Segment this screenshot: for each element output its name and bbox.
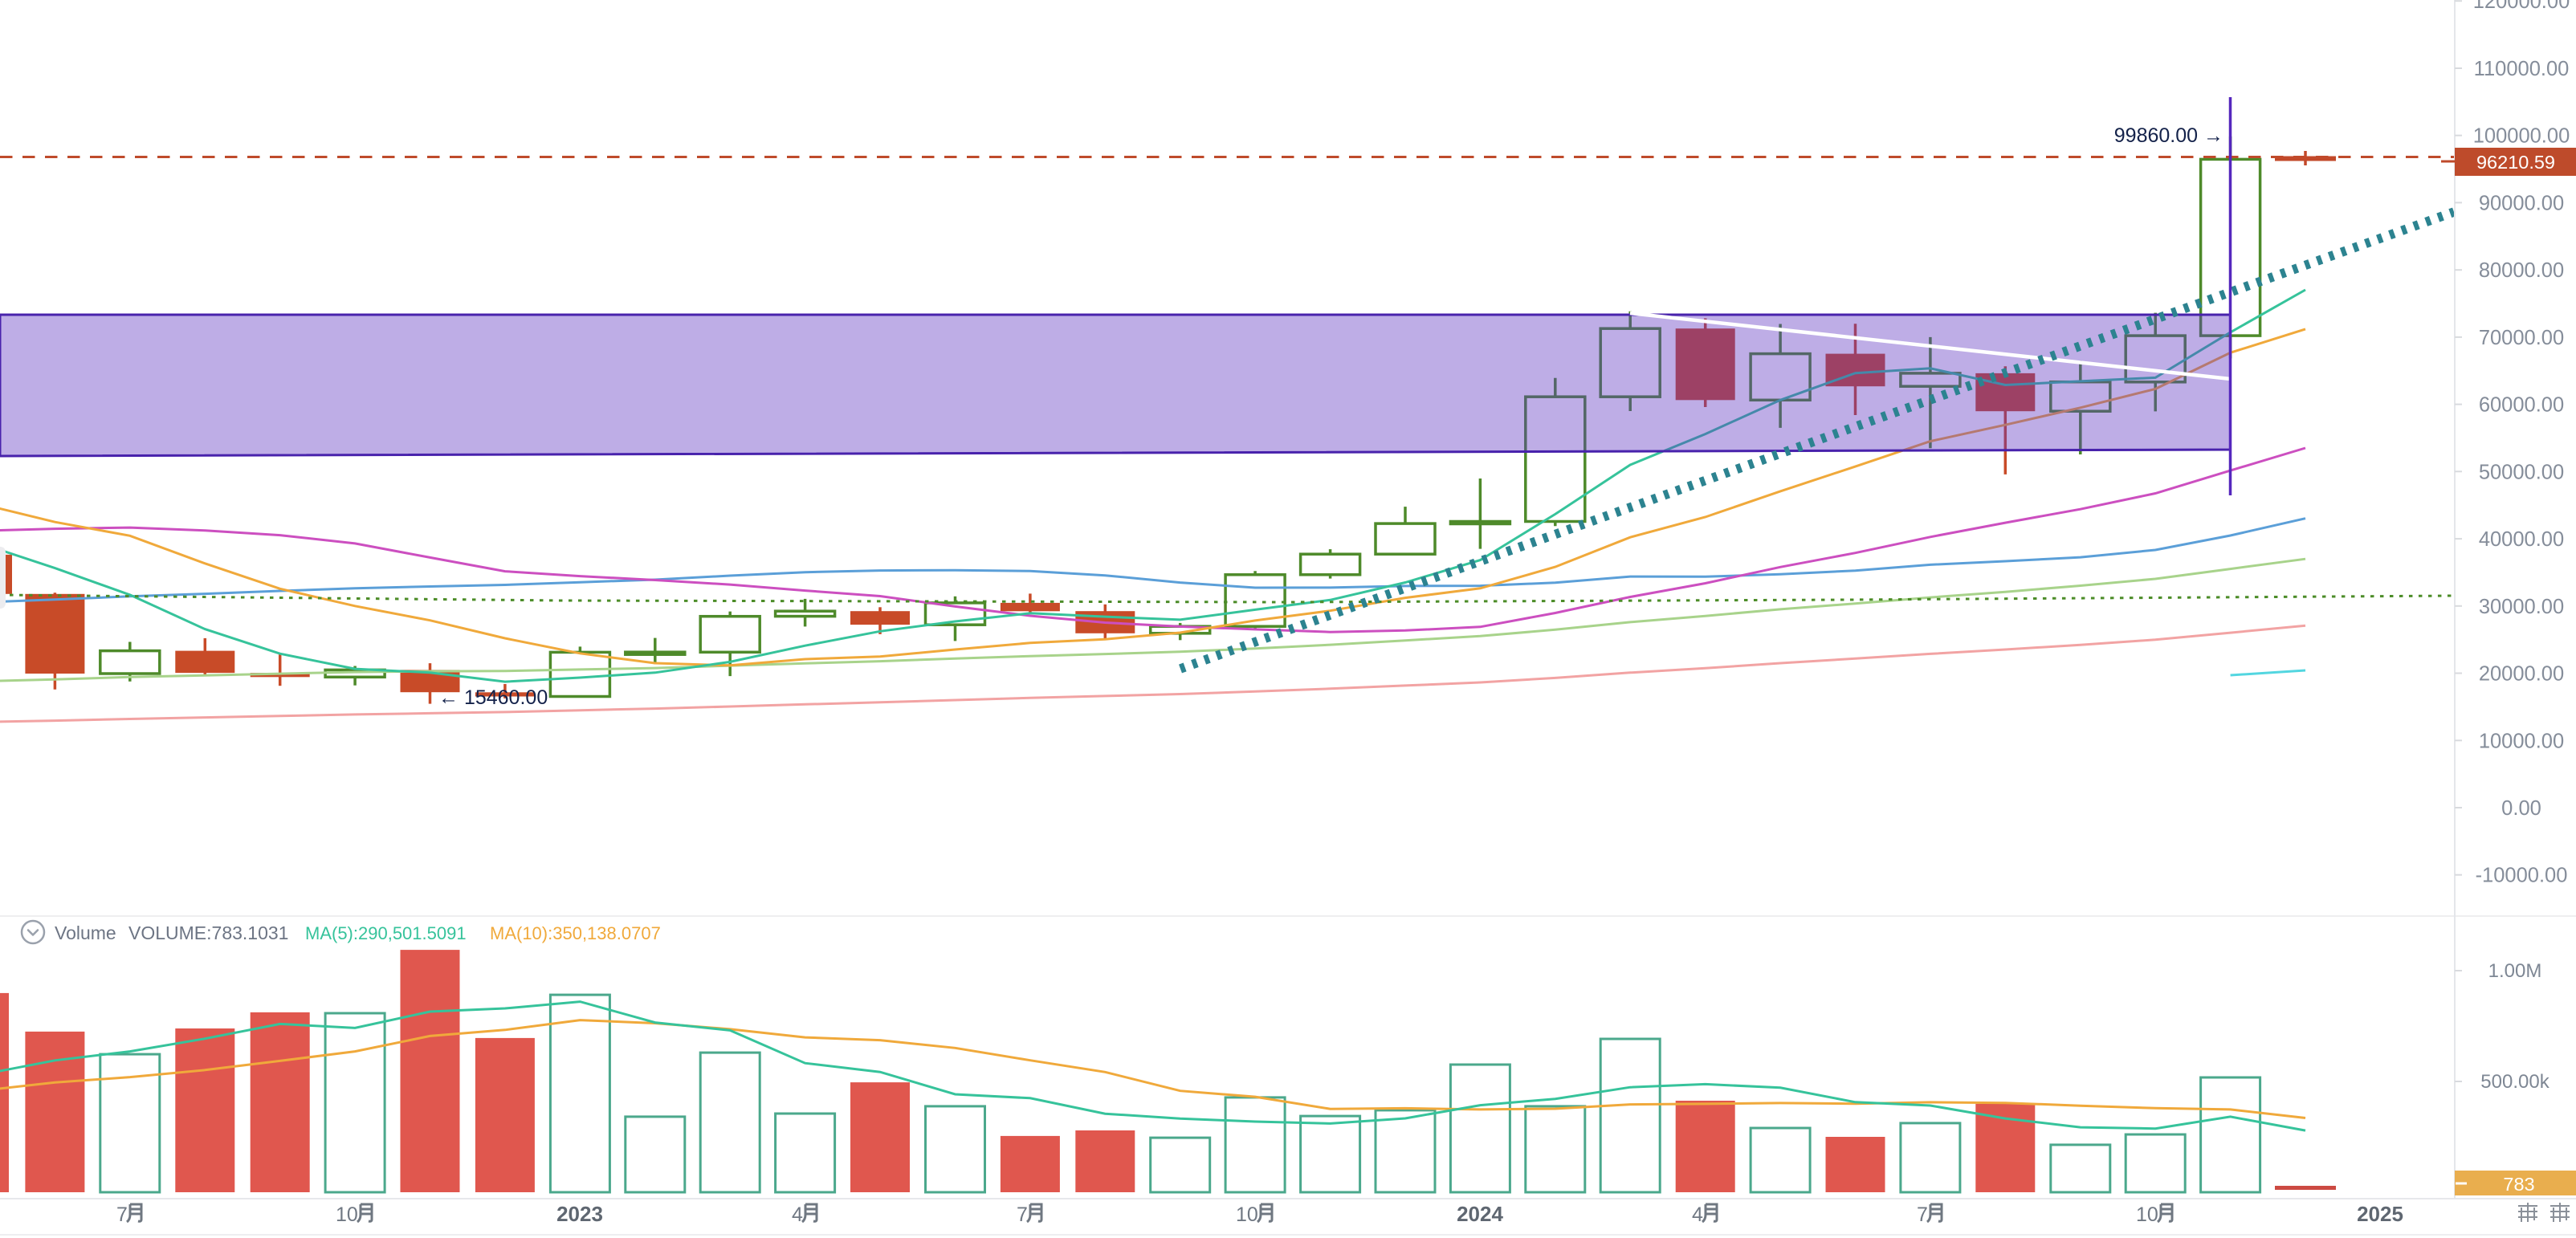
svg-text:2025: 2025 (2357, 1202, 2403, 1226)
svg-text:99860.00 →: 99860.00 → (2114, 124, 2223, 147)
svg-text:2023: 2023 (556, 1202, 603, 1226)
svg-text:100000.00: 100000.00 (2473, 125, 2570, 148)
svg-text:7: 7 (1017, 1203, 1028, 1226)
svg-text:2024: 2024 (1457, 1202, 1503, 1226)
svg-text:0.00: 0.00 (2501, 797, 2541, 820)
svg-text:Volume: Volume (55, 922, 116, 943)
svg-text:7: 7 (116, 1203, 128, 1226)
svg-text:96210.59: 96210.59 (2476, 152, 2555, 173)
svg-text:MA(10):350,138.0707: MA(10):350,138.0707 (490, 923, 661, 943)
svg-text:1.00M: 1.00M (2488, 960, 2542, 982)
svg-text:500.00k: 500.00k (2480, 1071, 2550, 1093)
svg-text:70000.00: 70000.00 (2479, 327, 2564, 349)
svg-text:10: 10 (2136, 1203, 2158, 1226)
svg-text:30000.00: 30000.00 (2479, 596, 2564, 618)
svg-text:50000.00: 50000.00 (2479, 461, 2564, 483)
svg-text:20000.00: 20000.00 (2479, 663, 2564, 686)
svg-text:7: 7 (1917, 1203, 1928, 1226)
svg-text:← 15460.00: ← 15460.00 (438, 686, 548, 709)
svg-text:90000.00: 90000.00 (2479, 192, 2564, 214)
svg-text:10: 10 (1236, 1203, 1258, 1226)
svg-text:4: 4 (1692, 1203, 1703, 1226)
svg-text:-10000.00: -10000.00 (2476, 865, 2568, 887)
svg-text:4: 4 (792, 1203, 803, 1226)
svg-text:60000.00: 60000.00 (2479, 394, 2564, 417)
svg-text:783: 783 (2503, 1174, 2534, 1195)
svg-text:VOLUME:783.1031: VOLUME:783.1031 (128, 922, 288, 943)
svg-text:10: 10 (336, 1203, 358, 1226)
svg-text:120000.00: 120000.00 (2473, 0, 2570, 13)
svg-text:10000.00: 10000.00 (2479, 730, 2564, 752)
svg-text:MA(5):290,501.5091: MA(5):290,501.5091 (305, 923, 467, 943)
svg-text:110000.00: 110000.00 (2474, 58, 2570, 80)
svg-text:80000.00: 80000.00 (2479, 259, 2564, 282)
svg-text:40000.00: 40000.00 (2479, 528, 2564, 551)
